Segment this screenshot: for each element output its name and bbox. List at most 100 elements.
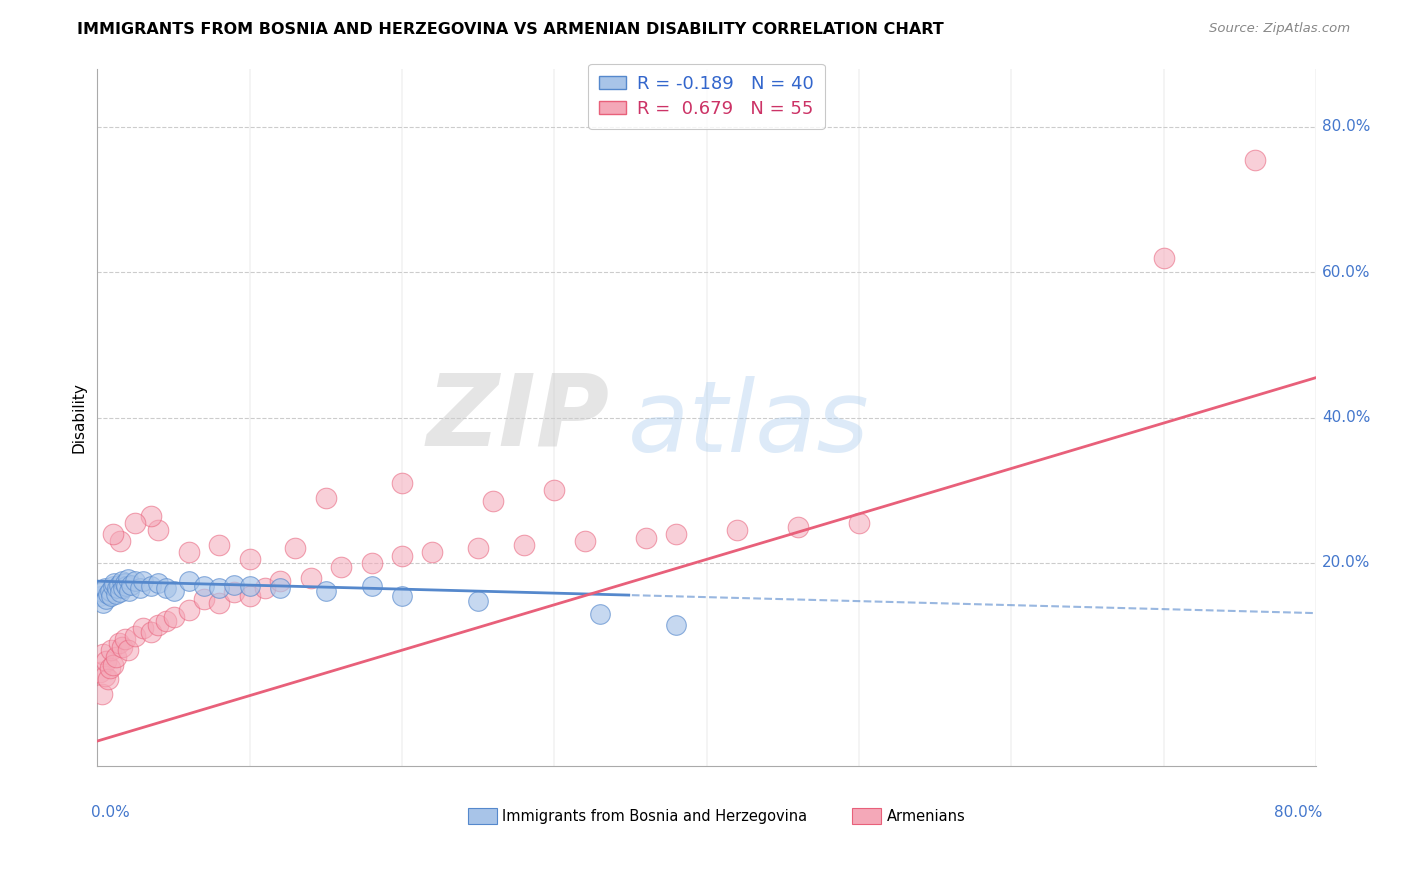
Point [269,574,291,589]
Point [224,578,246,592]
Point [103,576,125,591]
Point [89,589,111,603]
Point [114,576,136,591]
Point [391,589,413,603]
Point [239,552,262,566]
Point [162,610,184,624]
Point [97,673,120,687]
Point [101,657,124,672]
Text: 0.0%: 0.0% [91,805,129,820]
Text: 40.0%: 40.0% [1322,410,1371,425]
Point [107,578,129,592]
Point [148,523,170,537]
Point [90,687,112,701]
Point [467,594,489,608]
Point [208,596,231,610]
Point [117,572,139,586]
Point [105,582,128,596]
Point [177,545,200,559]
Point [111,640,134,654]
Point [422,545,444,559]
Point [101,579,124,593]
Point [360,556,382,570]
Point [299,570,322,584]
Point [107,636,129,650]
Point [482,494,505,508]
FancyBboxPatch shape [852,807,882,824]
Text: atlas: atlas [627,376,869,473]
Point [129,582,152,596]
Point [467,541,489,556]
Text: 60.0%: 60.0% [1322,265,1371,280]
Legend: R = -0.189   N = 40, R =  0.679   N = 55: R = -0.189 N = 40, R = 0.679 N = 55 [589,64,825,128]
FancyBboxPatch shape [468,807,498,824]
Point [89,665,111,679]
Point [96,654,118,668]
Point [574,534,596,549]
Point [96,592,118,607]
Text: IMMIGRANTS FROM BOSNIA AND HERZEGOVINA VS ARMENIAN DISABILITY CORRELATION CHART: IMMIGRANTS FROM BOSNIA AND HERZEGOVINA V… [77,22,943,37]
Point [148,576,170,591]
Point [665,617,688,632]
Point [315,583,337,598]
Point [193,592,215,607]
Point [90,585,112,599]
Point [177,603,200,617]
Point [1244,153,1267,167]
Point [193,579,215,593]
Point [155,582,177,596]
Point [98,661,121,675]
Point [124,629,146,643]
Point [848,516,870,530]
Point [139,508,162,523]
Text: Source: ZipAtlas.com: Source: ZipAtlas.com [1209,22,1350,36]
Point [112,582,135,596]
Point [224,585,246,599]
Point [94,582,117,596]
Point [269,582,291,596]
Point [117,643,139,657]
Point [97,586,120,600]
Text: Immigrants from Bosnia and Herzegovina: Immigrants from Bosnia and Herzegovina [502,808,807,823]
Point [1153,251,1175,265]
Point [239,579,262,593]
Point [132,574,155,589]
Point [104,650,127,665]
Point [114,632,136,647]
Point [93,647,115,661]
Point [589,607,612,621]
Point [177,574,200,589]
Text: Armenians: Armenians [887,808,966,823]
Point [162,583,184,598]
Point [634,531,657,545]
Y-axis label: Disability: Disability [72,382,86,453]
Point [104,586,127,600]
Point [148,617,170,632]
Point [108,585,131,599]
Point [118,583,141,598]
Text: 80.0%: 80.0% [1322,120,1371,135]
Point [543,483,565,498]
Point [98,583,121,598]
Point [132,621,155,635]
Point [94,668,117,682]
Point [284,541,307,556]
Point [208,582,231,596]
Point [155,614,177,628]
Point [360,579,382,593]
Point [124,574,146,589]
Point [115,579,138,593]
Point [665,527,688,541]
Point [208,538,231,552]
Point [139,579,162,593]
Point [124,516,146,530]
Point [513,538,536,552]
Text: ZIP: ZIP [426,369,609,467]
Text: 80.0%: 80.0% [1274,805,1322,820]
Point [315,491,337,505]
Point [391,549,413,563]
Point [93,596,115,610]
Point [108,534,131,549]
Point [787,519,810,533]
Point [725,523,748,537]
